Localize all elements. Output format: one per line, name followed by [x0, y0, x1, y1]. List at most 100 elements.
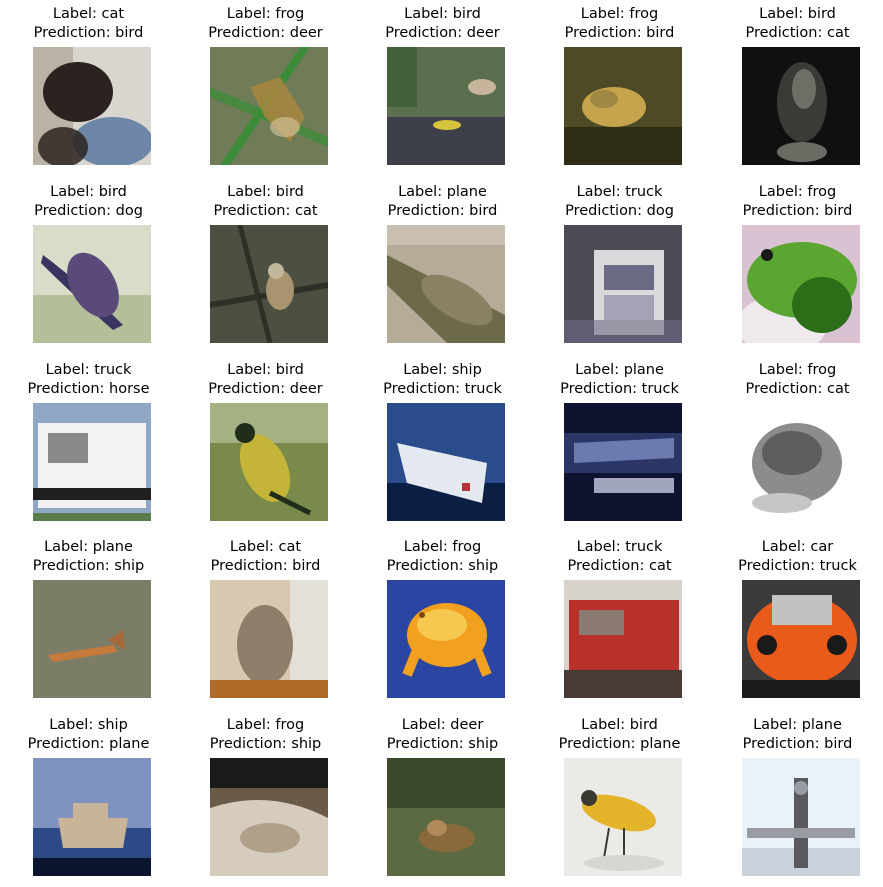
true-label: Label: frog — [758, 184, 837, 200]
true-label: Label: frog — [226, 717, 305, 733]
sample-image — [210, 225, 328, 343]
panel-caption: Label: deer Prediction: ship — [354, 716, 531, 754]
sample-image — [210, 47, 328, 165]
panel-caption: Label: plane Prediction: truck — [531, 361, 708, 399]
sample-image — [742, 580, 860, 698]
panel-caption: Label: plane Prediction: ship — [0, 538, 177, 576]
predicted-label: Prediction: bird — [564, 25, 675, 41]
predicted-label: Prediction: deer — [385, 25, 500, 41]
sample-image — [387, 47, 505, 165]
sample-image — [564, 47, 682, 165]
predicted-label: Prediction: ship — [209, 736, 322, 752]
sample-image — [210, 758, 328, 876]
sample-image — [564, 403, 682, 521]
panel-caption: Label: frog Prediction: bird — [531, 5, 708, 43]
predicted-label: Prediction: truck — [560, 381, 679, 397]
sample-image — [33, 225, 151, 343]
true-label: Label: ship — [403, 362, 482, 378]
true-label: Label: truck — [576, 184, 663, 200]
sample-image — [387, 758, 505, 876]
panel-caption: Label: plane Prediction: bird — [709, 716, 883, 754]
sample-image — [210, 403, 328, 521]
predicted-label: Prediction: bird — [387, 203, 498, 219]
panel-caption: Label: bird Prediction: deer — [354, 5, 531, 43]
predicted-label: Prediction: bird — [742, 736, 853, 752]
predicted-label: Prediction: bird — [742, 203, 853, 219]
true-label: Label: bird — [759, 6, 836, 22]
panel-caption: Label: car Prediction: truck — [709, 538, 883, 576]
sample-image — [210, 580, 328, 698]
panel-caption: Label: bird Prediction: plane — [531, 716, 708, 754]
predicted-label: Prediction: cat — [745, 25, 850, 41]
sample-image — [564, 580, 682, 698]
panel-caption: Label: frog Prediction: cat — [709, 361, 883, 399]
true-label: Label: plane — [398, 184, 487, 200]
predicted-label: Prediction: cat — [213, 203, 318, 219]
predicted-label: Prediction: deer — [208, 25, 323, 41]
true-label: Label: plane — [575, 362, 664, 378]
sample-image — [387, 403, 505, 521]
panel-caption: Label: frog Prediction: ship — [177, 716, 354, 754]
predicted-label: Prediction: truck — [738, 558, 857, 574]
sample-image — [387, 225, 505, 343]
true-label: Label: bird — [404, 6, 481, 22]
true-label: Label: frog — [226, 6, 305, 22]
predicted-label: Prediction: plane — [27, 736, 150, 752]
sample-image — [33, 580, 151, 698]
predicted-label: Prediction: dog — [34, 203, 143, 219]
panel-caption: Label: cat Prediction: bird — [177, 538, 354, 576]
panel-caption: Label: truck Prediction: horse — [0, 361, 177, 399]
true-label: Label: frog — [403, 539, 482, 555]
sample-image — [387, 580, 505, 698]
true-label: Label: bird — [50, 184, 127, 200]
panel-caption: Label: frog Prediction: ship — [354, 538, 531, 576]
true-label: Label: frog — [758, 362, 837, 378]
panel-caption: Label: truck Prediction: cat — [531, 538, 708, 576]
true-label: Label: cat — [229, 539, 302, 555]
sample-image — [33, 403, 151, 521]
predicted-label: Prediction: truck — [383, 381, 502, 397]
predicted-label: Prediction: horse — [27, 381, 150, 397]
true-label: Label: bird — [581, 717, 658, 733]
sample-image — [742, 758, 860, 876]
true-label: Label: ship — [49, 717, 128, 733]
sample-image — [564, 225, 682, 343]
true-label: Label: frog — [580, 6, 659, 22]
predicted-label: Prediction: cat — [567, 558, 672, 574]
sample-image — [33, 758, 151, 876]
predicted-label: Prediction: deer — [208, 381, 323, 397]
sample-image — [742, 225, 860, 343]
panel-caption: Label: frog Prediction: bird — [709, 183, 883, 221]
predicted-label: Prediction: plane — [558, 736, 681, 752]
true-label: Label: bird — [227, 362, 304, 378]
panel-caption: Label: plane Prediction: bird — [354, 183, 531, 221]
sample-image — [564, 758, 682, 876]
panel-caption: Label: bird Prediction: dog — [0, 183, 177, 221]
predicted-label: Prediction: bird — [33, 25, 144, 41]
sample-image — [742, 403, 860, 521]
panel-caption: Label: frog Prediction: deer — [177, 5, 354, 43]
panel-caption: Label: bird Prediction: cat — [177, 183, 354, 221]
true-label: Label: bird — [227, 184, 304, 200]
panel-caption: Label: ship Prediction: truck — [354, 361, 531, 399]
panel-caption: Label: bird Prediction: cat — [709, 5, 883, 43]
true-label: Label: deer — [401, 717, 484, 733]
sample-image — [33, 47, 151, 165]
true-label: Label: truck — [45, 362, 132, 378]
true-label: Label: plane — [753, 717, 842, 733]
predicted-label: Prediction: bird — [210, 558, 321, 574]
panel-caption: Label: bird Prediction: deer — [177, 361, 354, 399]
panel-caption: Label: truck Prediction: dog — [531, 183, 708, 221]
predicted-label: Prediction: ship — [386, 558, 499, 574]
panel-caption: Label: ship Prediction: plane — [0, 716, 177, 754]
predicted-label: Prediction: ship — [386, 736, 499, 752]
panel-caption: Label: cat Prediction: bird — [0, 5, 177, 43]
predicted-label: Prediction: ship — [32, 558, 145, 574]
true-label: Label: plane — [44, 539, 133, 555]
predicted-label: Prediction: dog — [565, 203, 674, 219]
true-label: Label: car — [761, 539, 834, 555]
sample-image — [742, 47, 860, 165]
true-label: Label: truck — [576, 539, 663, 555]
predicted-label: Prediction: cat — [745, 381, 850, 397]
